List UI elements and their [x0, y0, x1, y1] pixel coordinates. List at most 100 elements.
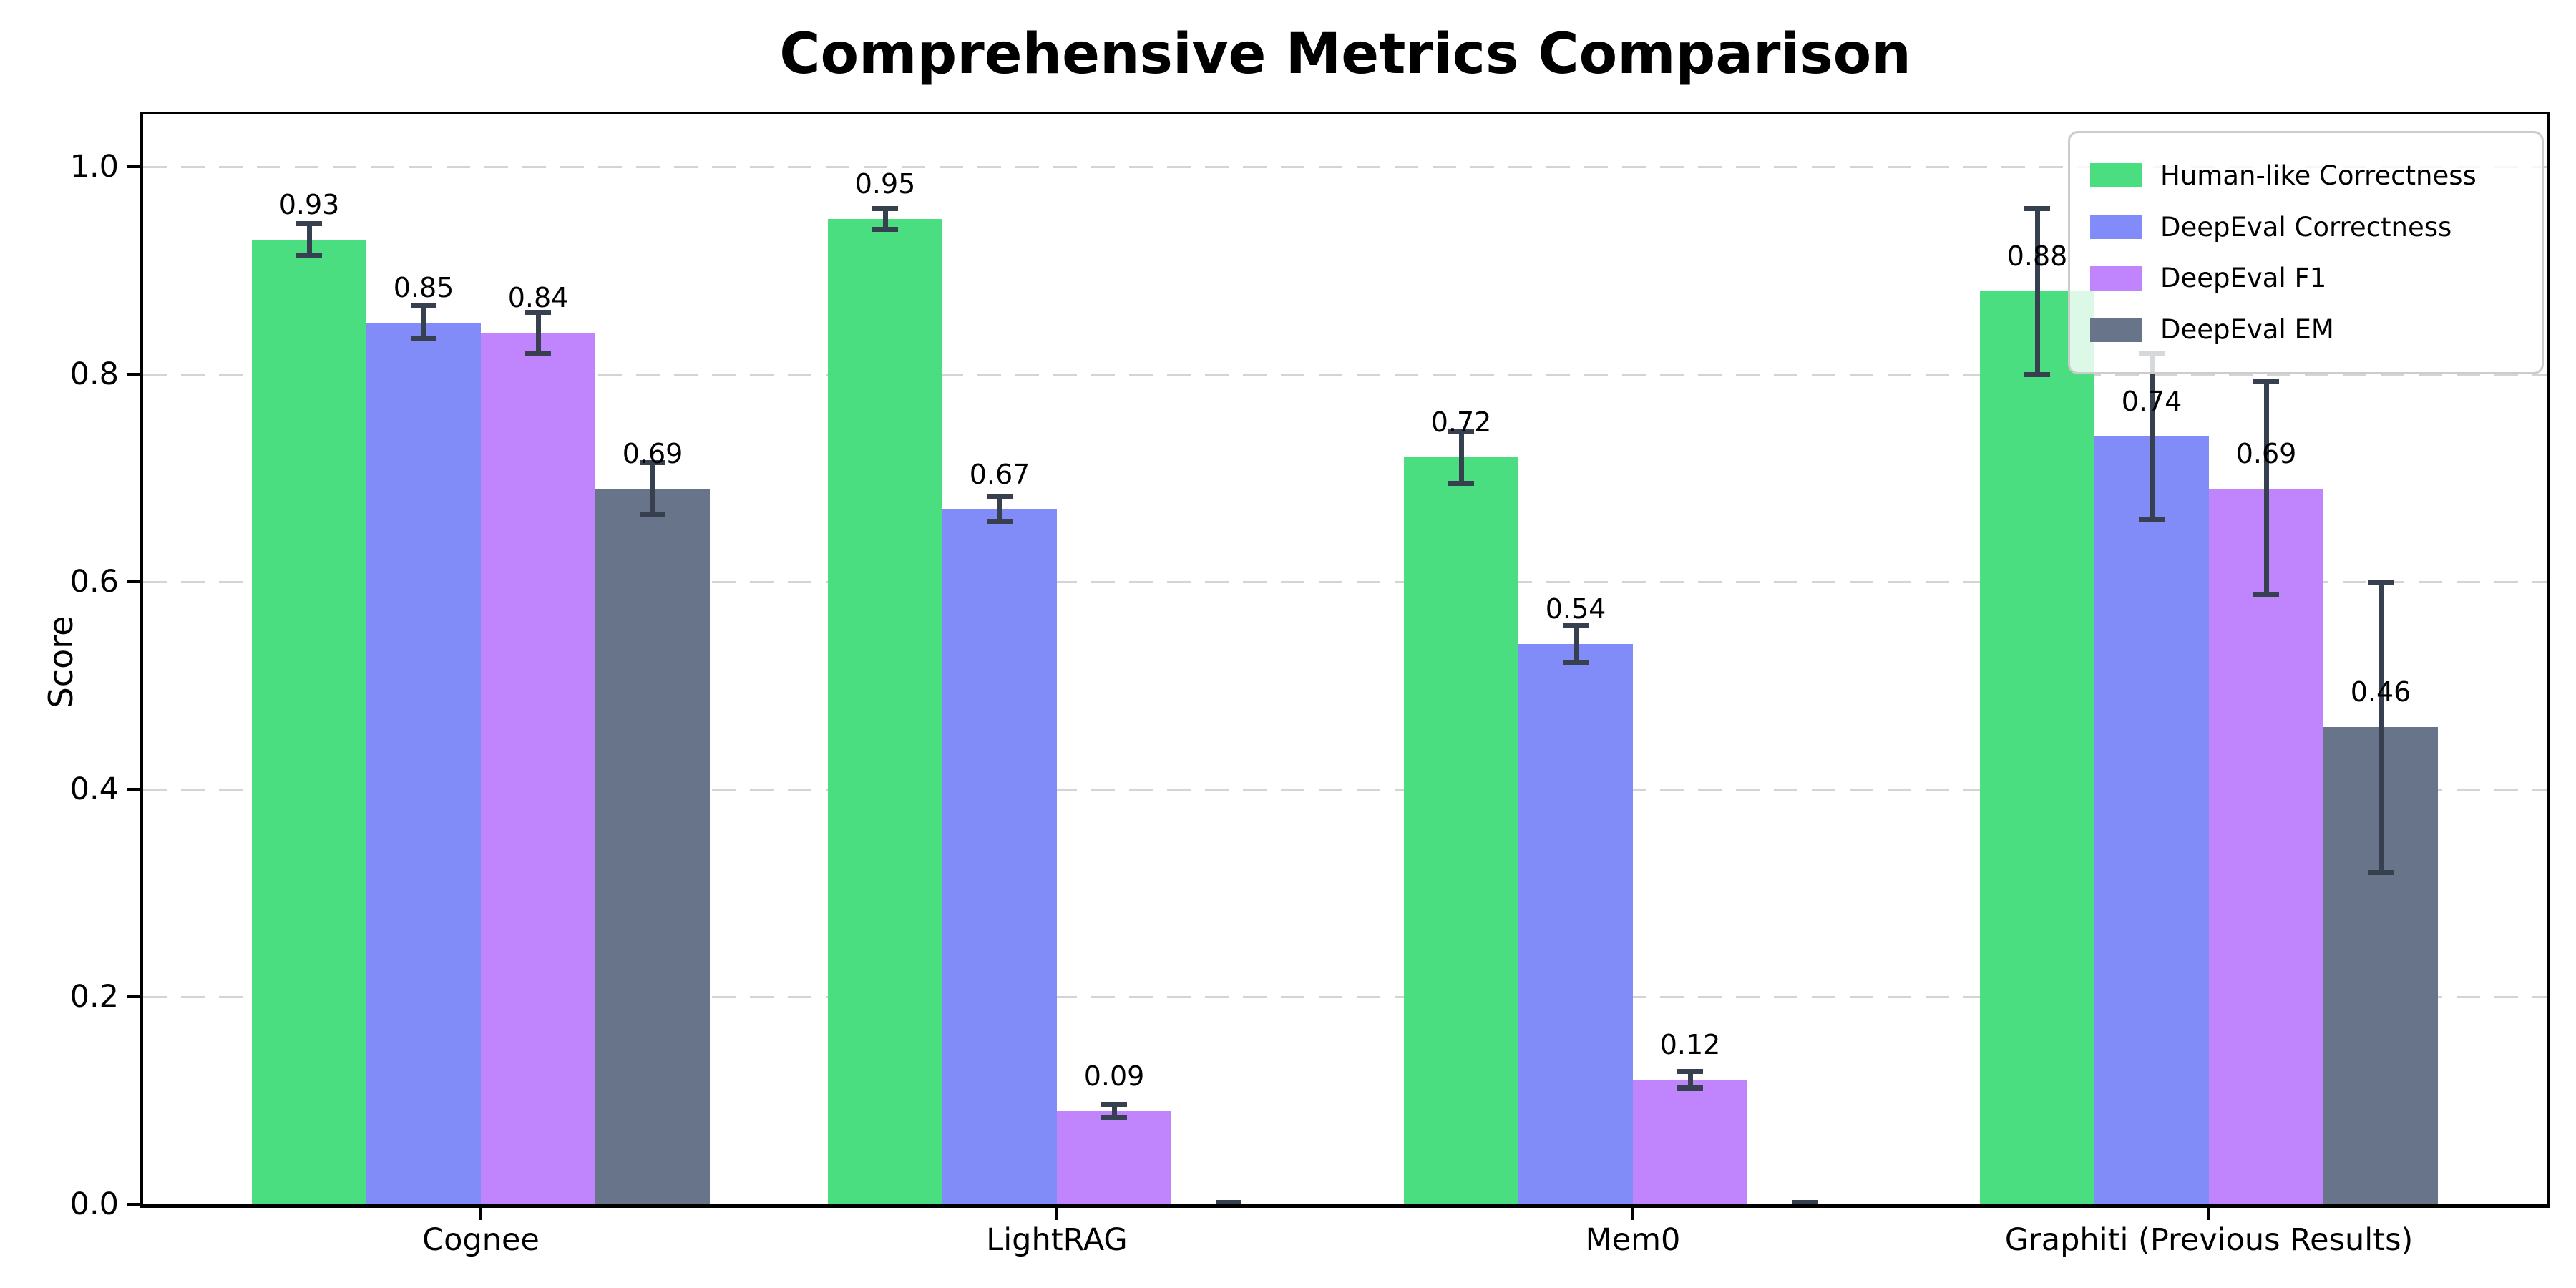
error-bar-line: [1687, 1071, 1693, 1088]
y-tick-label: 0.8: [69, 356, 119, 392]
y-tick: [127, 995, 143, 998]
legend-label: Human-like Correctness: [2160, 160, 2477, 191]
error-bar-cap: [2139, 517, 2165, 522]
error-bar-cap: [1101, 1114, 1127, 1120]
error-bar-cap: [525, 351, 551, 356]
error-bar-line: [2378, 582, 2384, 872]
error-bar-cap: [411, 303, 436, 308]
x-tick: [2207, 1207, 2210, 1220]
error-bar-cap: [1101, 1102, 1127, 1108]
error-bar-cap: [1677, 1068, 1703, 1074]
error-bar-cap: [1792, 1199, 1818, 1204]
x-tick-label: Graphiti (Previous Results): [2004, 1222, 2414, 1258]
plot-area: 0.93 0.95 0.72 0.88 0.85 0.67 0.54 0.74 0.84 0.09…: [143, 114, 2547, 1204]
x-tick: [1055, 1207, 1058, 1220]
bar: [1980, 291, 2094, 1204]
bar-value-label: 0.84: [507, 282, 569, 313]
chart-title: Comprehensive Metrics Comparison: [779, 22, 1911, 87]
legend-item: DeepEval EM: [2090, 316, 2522, 343]
legend-swatch: [2090, 215, 2142, 240]
error-bar-cap: [1677, 1085, 1703, 1091]
legend-label: DeepEval F1: [2160, 263, 2327, 294]
y-tick-label: 0.4: [69, 771, 119, 807]
bar-value-label: 0.46: [2350, 676, 2411, 708]
error-bar-line: [2034, 208, 2040, 374]
x-tick: [1631, 1207, 1634, 1220]
x-tick: [479, 1207, 482, 1220]
error-bar-cap: [1563, 660, 1589, 665]
bar: [942, 509, 1057, 1204]
error-bar-cap: [2253, 379, 2279, 384]
gridline: [143, 996, 2547, 998]
legend-item: DeepEval F1: [2090, 265, 2522, 291]
error-bar-cap: [2024, 371, 2050, 377]
bar: [2209, 488, 2323, 1204]
error-bar-line: [306, 223, 312, 255]
legend-swatch: [2090, 163, 2142, 188]
error-bar-cap: [525, 309, 551, 315]
bar: [252, 239, 366, 1204]
error-bar-line: [882, 208, 888, 229]
error-bar-cap: [411, 336, 436, 342]
y-tick: [127, 1203, 143, 1206]
bar: [366, 322, 481, 1204]
bar: [481, 333, 595, 1204]
bar: [1057, 1111, 1171, 1204]
error-bar-line: [1111, 1104, 1117, 1118]
bar-value-label: 0.88: [2006, 240, 2068, 272]
error-bar-cap: [296, 221, 322, 227]
error-bar-line: [2149, 353, 2155, 519]
bar-value-label: 0.67: [969, 458, 1030, 490]
legend-swatch: [2090, 317, 2142, 342]
gridline: [143, 374, 2547, 376]
y-axis-title: Score: [42, 615, 80, 708]
error-bar-cap: [2368, 869, 2394, 875]
error-bar-line: [421, 306, 426, 339]
gridline: [143, 166, 2547, 168]
error-bar-cap: [1216, 1199, 1241, 1204]
bar-value-label: 0.09: [1083, 1060, 1145, 1092]
x-tick-label: Mem0: [1585, 1222, 1681, 1258]
y-tick: [127, 373, 143, 376]
error-bar-cap: [987, 519, 1013, 525]
bar-value-label: 0.93: [278, 188, 340, 220]
error-bar-line: [997, 497, 1002, 522]
bar-value-label: 0.74: [2121, 386, 2182, 417]
error-bar-line: [1573, 625, 1579, 663]
error-bar-line: [535, 312, 541, 353]
bar-value-label: 0.69: [622, 437, 683, 469]
error-bar-cap: [872, 205, 898, 211]
gridline: [143, 581, 2547, 583]
error-bar-cap: [1448, 429, 1474, 434]
y-tick-label: 0.6: [69, 564, 119, 600]
bar-value-label: 0.85: [393, 271, 454, 303]
legend-swatch: [2090, 265, 2142, 291]
bar: [1518, 644, 1633, 1204]
bar-value-label: 0.72: [1430, 406, 1492, 438]
error-bar-cap: [1563, 623, 1589, 628]
bar: [1404, 457, 1518, 1204]
gridline: [143, 789, 2547, 791]
error-bar-cap: [2368, 579, 2394, 585]
x-tick-label: LightRAG: [986, 1222, 1128, 1258]
error-bar-cap: [640, 459, 665, 465]
bar-value-label: 0.54: [1545, 593, 1606, 625]
legend-item: DeepEval Correctness: [2090, 214, 2522, 240]
error-bar-cap: [987, 494, 1013, 499]
y-tick: [127, 165, 143, 168]
error-bar-line: [2263, 381, 2269, 595]
bar: [828, 218, 942, 1204]
error-bar-line: [1458, 431, 1464, 484]
legend-item: Human-like Correctness: [2090, 162, 2522, 189]
error-bar-cap: [1448, 480, 1474, 486]
error-bar-cap: [640, 512, 665, 517]
y-tick: [127, 788, 143, 791]
legend-label: DeepEval Correctness: [2160, 211, 2452, 243]
legend: Human-like Correctness DeepEval Correctne…: [2068, 131, 2544, 374]
bar-value-label: 0.69: [2235, 437, 2297, 469]
bar: [595, 488, 710, 1204]
y-tick: [127, 580, 143, 583]
legend-label: DeepEval EM: [2160, 314, 2334, 346]
y-tick-label: 0.2: [69, 979, 119, 1015]
